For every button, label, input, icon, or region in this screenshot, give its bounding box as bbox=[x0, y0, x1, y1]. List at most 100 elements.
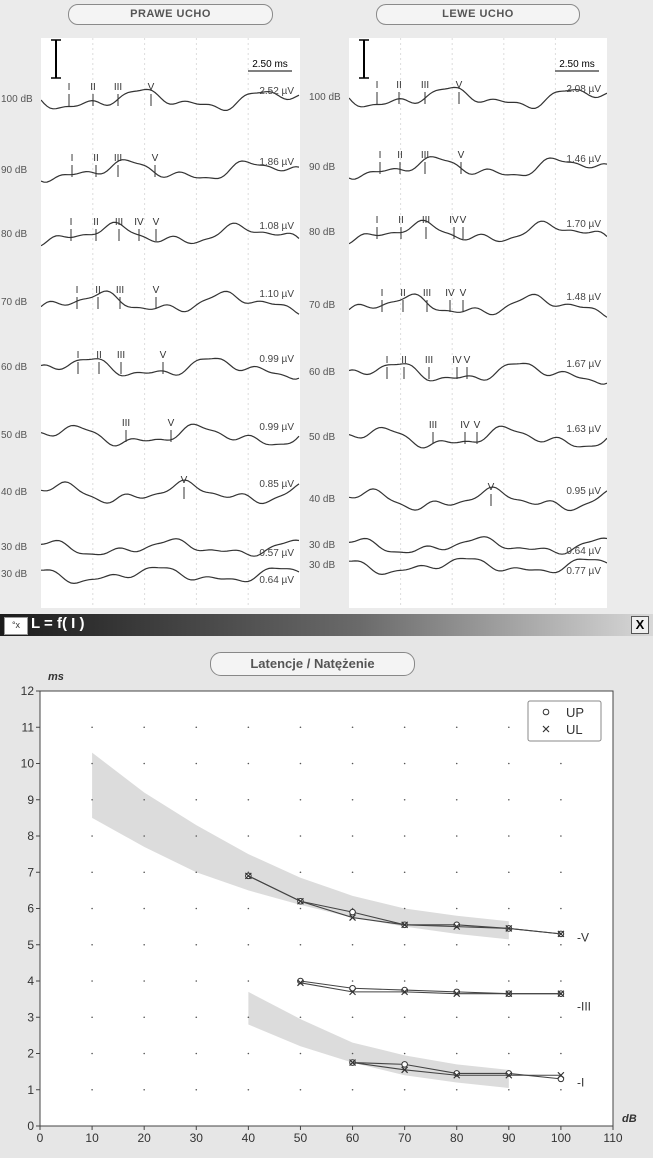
peak-label: II bbox=[397, 150, 403, 161]
data-point-ul bbox=[542, 725, 550, 733]
amplitude-label: 2.52 µV bbox=[259, 86, 294, 97]
grid-dot bbox=[455, 980, 458, 982]
series-line-UL-III bbox=[300, 982, 561, 995]
grid-dot bbox=[508, 762, 510, 765]
peak-label: III bbox=[421, 80, 429, 91]
peak-label: III bbox=[429, 420, 437, 431]
legend-box bbox=[527, 700, 602, 742]
grid-dot bbox=[560, 943, 562, 946]
data-point-ul bbox=[453, 990, 461, 998]
peak-label: II bbox=[401, 355, 407, 366]
waveform-trace bbox=[41, 357, 300, 380]
grid-dot bbox=[91, 871, 93, 874]
waveform-trace bbox=[349, 486, 607, 512]
data-point-ul bbox=[297, 897, 304, 905]
peak-label: III bbox=[421, 150, 429, 161]
data-point-ul bbox=[557, 990, 565, 998]
data-point-ul bbox=[401, 921, 409, 929]
grid-dot bbox=[455, 1052, 458, 1055]
grid-dot bbox=[351, 980, 354, 982]
grid-dot bbox=[143, 1088, 145, 1091]
grid-dot bbox=[455, 943, 458, 946]
grid-dot bbox=[351, 835, 354, 837]
grid-dot bbox=[508, 871, 510, 874]
grid-dot bbox=[299, 943, 302, 946]
grid-dot bbox=[403, 1052, 406, 1055]
peak-label: V bbox=[168, 418, 175, 429]
grid-dot bbox=[560, 1088, 562, 1091]
peak-label: I bbox=[376, 80, 379, 91]
grid-dot bbox=[195, 798, 198, 801]
grid-dot bbox=[455, 1088, 458, 1091]
peak-label: V bbox=[460, 288, 467, 299]
peak-label: III bbox=[122, 418, 130, 429]
right-ear-button[interactable]: PRAWE UCHO bbox=[68, 4, 273, 25]
peak-label: V bbox=[474, 420, 481, 431]
intensity-label: 40 dB bbox=[1, 487, 28, 498]
data-point-ul bbox=[297, 979, 304, 987]
data-point-ul bbox=[349, 1059, 356, 1066]
waveform-trace bbox=[349, 425, 607, 449]
data-point-ul bbox=[453, 923, 461, 931]
grid-dot bbox=[195, 835, 198, 837]
time-scale-label: 2.50 ms bbox=[252, 59, 288, 70]
y-tick-label: 8 bbox=[27, 829, 34, 843]
grid-dot bbox=[508, 907, 510, 910]
data-point-ul bbox=[557, 930, 565, 938]
x-tick-label: 40 bbox=[242, 1131, 256, 1145]
data-point-up bbox=[401, 1061, 408, 1068]
grid-dot bbox=[351, 1016, 354, 1019]
data-point-ul bbox=[453, 1071, 461, 1079]
intensity-label: 60 dB bbox=[1, 362, 28, 373]
y-tick-label: 10 bbox=[21, 757, 35, 771]
data-point-ul bbox=[244, 872, 252, 880]
grid-dot bbox=[299, 1088, 302, 1091]
wave-label: -I bbox=[577, 1076, 584, 1090]
grid-dot bbox=[143, 980, 145, 982]
peak-label: II bbox=[96, 350, 102, 361]
x-tick-label: 100 bbox=[551, 1131, 571, 1145]
time-scale-label: 2.50 ms bbox=[559, 59, 595, 70]
close-button[interactable]: X bbox=[631, 616, 649, 634]
x-tick-label: 90 bbox=[502, 1131, 516, 1145]
amplitude-label: 1.10 µV bbox=[259, 289, 294, 300]
grid-dot bbox=[143, 871, 145, 874]
y-tick-label: 4 bbox=[27, 974, 34, 988]
grid-dot bbox=[508, 1016, 510, 1019]
peak-label: IV bbox=[449, 215, 459, 226]
peak-label: II bbox=[95, 285, 101, 296]
grid-dot bbox=[195, 1016, 198, 1019]
x-axis-label: dB bbox=[622, 1113, 637, 1125]
grid-dot bbox=[195, 726, 198, 729]
waveform-trace bbox=[349, 156, 607, 180]
data-point-ul bbox=[505, 925, 513, 932]
y-tick-label: 6 bbox=[27, 902, 34, 916]
peak-label: II bbox=[90, 82, 96, 93]
grid-dot bbox=[143, 835, 145, 837]
peak-label: I bbox=[386, 355, 389, 366]
waveform-trace bbox=[41, 479, 300, 505]
peak-label: IV bbox=[445, 288, 455, 299]
peak-label: V bbox=[458, 150, 465, 161]
left-ear-button[interactable]: LEWE UCHO bbox=[376, 4, 580, 25]
grid-dot bbox=[351, 871, 354, 874]
x-tick-label: 80 bbox=[450, 1131, 464, 1145]
amplitude-label: 1.67 µV bbox=[566, 359, 601, 370]
legend-label: UL bbox=[566, 722, 583, 737]
grid-dot bbox=[560, 1052, 562, 1055]
grid-dot bbox=[143, 943, 145, 946]
peak-label: V bbox=[153, 217, 160, 228]
peak-label: IV bbox=[452, 355, 462, 366]
peak-label: I bbox=[71, 153, 74, 164]
grid-dot bbox=[143, 762, 145, 765]
grid-dot bbox=[247, 726, 250, 729]
grid-dot bbox=[91, 835, 93, 837]
grid-dot bbox=[91, 1052, 93, 1055]
norm-band-I bbox=[248, 991, 509, 1088]
grid-dot bbox=[91, 762, 93, 765]
grid-dot bbox=[403, 1016, 406, 1019]
amplitude-label: 1.63 µV bbox=[566, 424, 601, 435]
intensity-label: 90 dB bbox=[1, 165, 28, 176]
grid-dot bbox=[560, 907, 562, 910]
grid-dot bbox=[351, 798, 354, 801]
